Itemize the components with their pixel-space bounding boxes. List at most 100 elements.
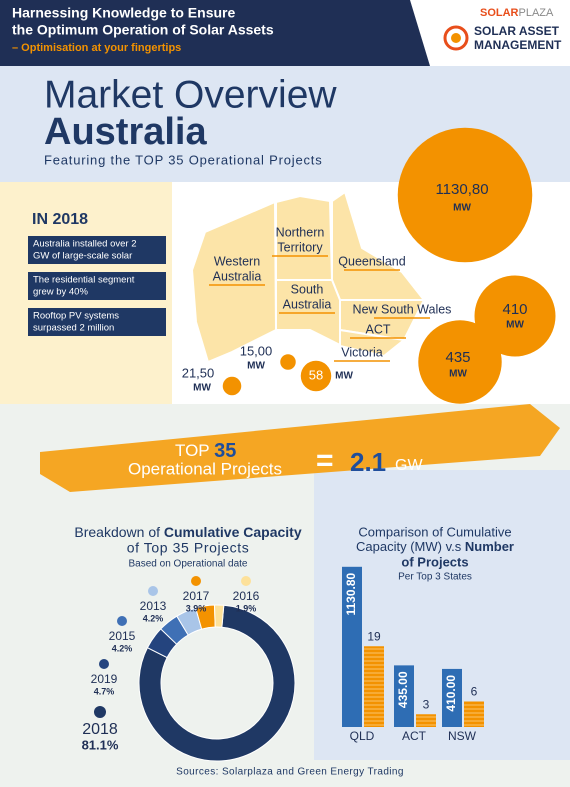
year-label: 2015 bbox=[109, 629, 136, 643]
fact-text: grew by 40% bbox=[33, 287, 88, 298]
bar-title: Comparison of Cumulative bbox=[358, 524, 511, 539]
percent-label: 4.2% bbox=[112, 643, 133, 653]
capacity-bubble bbox=[280, 354, 296, 370]
facts: Australia installed over 2GW of large-sc… bbox=[28, 236, 166, 336]
region-label: Victoria bbox=[341, 345, 383, 359]
region-label: ACT bbox=[366, 322, 391, 336]
bubble-label: 58 bbox=[309, 367, 323, 382]
map-region bbox=[339, 328, 407, 358]
capacity-bubble bbox=[397, 127, 533, 263]
bubble-unit: MW bbox=[193, 383, 211, 394]
hero-country: Australia bbox=[44, 111, 207, 153]
x-tick-label: QLD bbox=[350, 729, 375, 743]
region-label: Western bbox=[214, 254, 260, 268]
legend-dot bbox=[117, 616, 127, 626]
footer-bg bbox=[0, 760, 570, 787]
bar bbox=[394, 665, 414, 727]
logo-brand-b: PLAZA bbox=[519, 7, 555, 19]
hero-title: Market Overview bbox=[44, 73, 337, 116]
capacity-bubble bbox=[418, 320, 502, 404]
percent-label: 4.2% bbox=[143, 613, 164, 623]
bubble-unit: MW bbox=[449, 369, 467, 380]
capacity-bubble bbox=[300, 360, 332, 392]
fact-text: surpassed 2 million bbox=[33, 323, 114, 334]
logo-icon bbox=[451, 33, 461, 43]
percent-label: 1.9% bbox=[236, 603, 257, 613]
bar-subtitle: Per Top 3 States bbox=[398, 572, 472, 583]
logo-icon bbox=[443, 25, 469, 51]
header-tagline: – Optimisation at your fingertips bbox=[12, 42, 181, 54]
donut-segment bbox=[213, 604, 225, 628]
logo-bg bbox=[410, 0, 570, 66]
fact-text: GW of large-scale solar bbox=[33, 251, 132, 262]
logo-product: SOLAR ASSET bbox=[474, 24, 560, 38]
bar bbox=[464, 701, 484, 727]
donut-segment bbox=[138, 604, 296, 762]
year-label: 2019 bbox=[91, 672, 118, 686]
bubble-unit: MW bbox=[506, 320, 524, 331]
region-label: Australia bbox=[213, 269, 262, 283]
bubble-label: 21,50 bbox=[182, 365, 215, 380]
banner-band bbox=[40, 404, 560, 492]
legend-dot bbox=[148, 586, 158, 596]
bubble-unit: MW bbox=[453, 203, 471, 214]
region-label: New South Wales bbox=[353, 302, 452, 316]
fact-box bbox=[28, 308, 166, 336]
bubble-unit: MW bbox=[247, 361, 265, 372]
fact-box bbox=[28, 236, 166, 264]
bar bbox=[416, 714, 436, 727]
year-label: 2016 bbox=[233, 589, 260, 603]
bar-title: Capacity (MW) v.s Number bbox=[356, 539, 514, 554]
logo-brand-a: SOLAR bbox=[480, 7, 519, 19]
donut-subtitle: Based on Operational date bbox=[129, 559, 248, 570]
donut-title-bold: Cumulative Capacity bbox=[164, 524, 302, 540]
banner-unit: GW bbox=[395, 457, 423, 474]
bar-title-bold: of Projects bbox=[401, 554, 468, 569]
bar-title-bold: Number bbox=[465, 539, 514, 554]
bar-value-label: 410.00 bbox=[444, 675, 458, 712]
percent-label: 81.1% bbox=[82, 737, 119, 752]
bar-value-label: 19 bbox=[367, 629, 381, 643]
region-label: Territory bbox=[277, 240, 323, 254]
year-label: 2018 bbox=[82, 721, 118, 738]
region-label: Queensland bbox=[338, 254, 405, 268]
legend-dot bbox=[94, 706, 106, 718]
fact-box bbox=[28, 272, 166, 300]
source: Sources: Solarplaza and Green Energy Tra… bbox=[176, 767, 404, 778]
banner-total: 2.1 bbox=[350, 447, 386, 477]
bubble-label: 435 bbox=[445, 349, 470, 366]
header-title: the Optimum Operation of Solar Assets bbox=[12, 22, 274, 38]
fact-text: The residential segment bbox=[33, 275, 135, 286]
capacity-bubble bbox=[474, 275, 556, 357]
bubble-label: 410 bbox=[502, 301, 527, 318]
fact-text: Rooftop PV systems bbox=[33, 311, 119, 322]
region-label: Northern bbox=[276, 225, 325, 239]
bar-value-label: 3 bbox=[423, 697, 430, 711]
bar-title-part: Capacity (MW) v.s bbox=[356, 539, 462, 554]
region-label: Australia bbox=[283, 297, 332, 311]
logo-product: MANAGEMENT bbox=[474, 38, 562, 52]
donut-title-part: Breakdown of bbox=[74, 524, 160, 540]
banner-top: TOP 35 bbox=[175, 440, 236, 462]
region-label: South bbox=[291, 282, 324, 296]
bubble-label: 1130,80 bbox=[435, 181, 488, 198]
donut-title: of Top 35 Projects bbox=[127, 540, 250, 556]
year-label: 2013 bbox=[140, 599, 167, 613]
fact-text: Australia installed over 2 bbox=[33, 239, 137, 250]
bar-value-label: 6 bbox=[471, 685, 478, 699]
donut-title: Breakdown of Cumulative Capacity bbox=[74, 524, 301, 540]
bar bbox=[342, 566, 362, 727]
map: WesternAustraliaNorthernTerritoryQueensl… bbox=[182, 127, 556, 404]
bar-value-label: 435.00 bbox=[396, 671, 410, 708]
percent-label: 3.9% bbox=[186, 603, 207, 613]
bar bbox=[442, 668, 462, 727]
legend-dot bbox=[191, 576, 201, 586]
banner-projects: Operational Projects bbox=[128, 459, 282, 478]
percent-label: 4.7% bbox=[94, 686, 115, 696]
legend-dot bbox=[99, 659, 109, 669]
bar bbox=[364, 646, 384, 727]
year-label: 2017 bbox=[183, 589, 210, 603]
bar-value-label: 1130.80 bbox=[344, 572, 358, 615]
x-tick-label: ACT bbox=[402, 729, 427, 743]
